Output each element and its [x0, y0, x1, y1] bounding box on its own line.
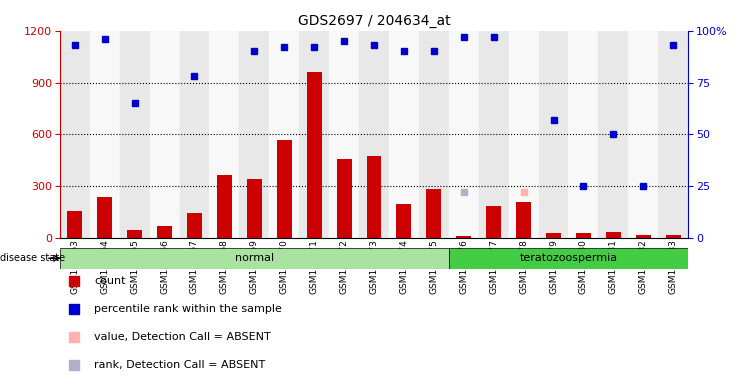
Bar: [546, 233, 561, 238]
Bar: [209, 31, 239, 238]
Bar: [606, 232, 621, 238]
Text: count: count: [94, 276, 126, 286]
Bar: [90, 31, 120, 238]
Bar: [636, 235, 651, 238]
Bar: [157, 226, 172, 238]
Bar: [299, 31, 329, 238]
Bar: [539, 31, 568, 238]
Text: disease state: disease state: [0, 253, 65, 263]
Bar: [187, 213, 202, 238]
Title: GDS2697 / 204634_at: GDS2697 / 204634_at: [298, 14, 450, 28]
Bar: [509, 31, 539, 238]
Bar: [247, 179, 262, 238]
Bar: [479, 31, 509, 238]
Bar: [127, 230, 142, 238]
Bar: [576, 233, 591, 238]
Text: percentile rank within the sample: percentile rank within the sample: [94, 304, 282, 314]
Bar: [396, 204, 411, 238]
Bar: [516, 202, 531, 238]
Bar: [97, 197, 112, 238]
Bar: [426, 189, 441, 238]
Bar: [217, 175, 232, 238]
Bar: [337, 159, 352, 238]
Bar: [239, 31, 269, 238]
Text: normal: normal: [235, 253, 274, 263]
Bar: [598, 31, 628, 238]
Bar: [269, 31, 299, 238]
Bar: [60, 248, 449, 269]
Bar: [486, 206, 501, 238]
Bar: [67, 211, 82, 238]
Bar: [666, 235, 681, 238]
Bar: [568, 31, 598, 238]
Bar: [120, 31, 150, 238]
Bar: [658, 31, 688, 238]
Bar: [449, 248, 688, 269]
Bar: [307, 72, 322, 238]
Text: rank, Detection Call = ABSENT: rank, Detection Call = ABSENT: [94, 359, 266, 369]
Text: value, Detection Call = ABSENT: value, Detection Call = ABSENT: [94, 332, 271, 342]
Bar: [367, 156, 381, 238]
Text: teratozoospermia: teratozoospermia: [519, 253, 618, 263]
Bar: [628, 31, 658, 238]
Bar: [277, 139, 292, 238]
Bar: [359, 31, 389, 238]
Bar: [150, 31, 180, 238]
Bar: [456, 236, 471, 238]
Bar: [60, 31, 90, 238]
Bar: [449, 31, 479, 238]
Bar: [389, 31, 419, 238]
Bar: [329, 31, 359, 238]
Bar: [180, 31, 209, 238]
Bar: [419, 31, 449, 238]
